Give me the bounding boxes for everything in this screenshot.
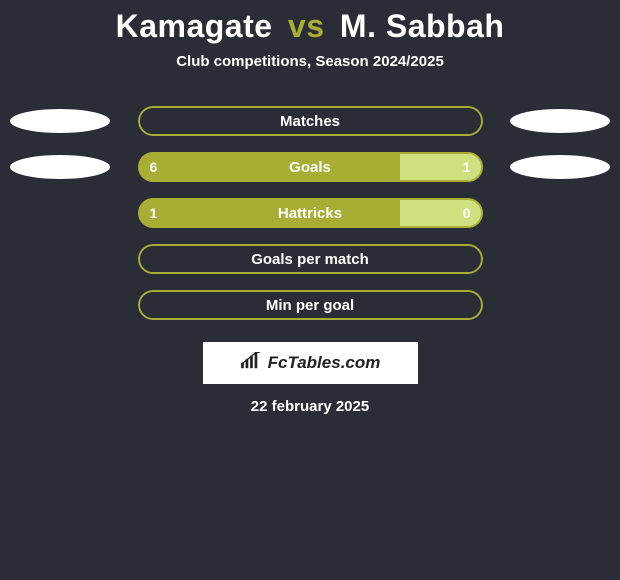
- stat-row: Min per goal: [0, 282, 620, 328]
- bar-left-fill: [138, 152, 400, 182]
- stat-label: Matches: [138, 113, 483, 130]
- bar-border: [138, 244, 483, 274]
- stat-bar: Min per goal: [138, 290, 483, 320]
- stat-bar: Matches: [138, 106, 483, 136]
- logo-box: FcTables.com: [203, 342, 418, 384]
- logo-text: FcTables.com: [268, 353, 381, 373]
- stat-row: Hattricks10: [0, 190, 620, 236]
- stat-bar: Goals61: [138, 152, 483, 182]
- bar-left-fill: [138, 198, 400, 228]
- stat-bar: Hattricks10: [138, 198, 483, 228]
- subtitle: Club competitions, Season 2024/2025: [0, 53, 620, 70]
- player1-name: Kamagate: [116, 8, 273, 44]
- stat-bar: Goals per match: [138, 244, 483, 274]
- stat-rows: Matches Goals61 Hattricks10 Goals per match…: [0, 98, 620, 328]
- bar-border: [138, 106, 483, 136]
- stat-row: Goals61: [0, 144, 620, 190]
- stat-label: Goals per match: [138, 251, 483, 268]
- bar-right-fill: [400, 152, 483, 182]
- bar-right-fill: [400, 198, 483, 228]
- player2-name: M. Sabbah: [340, 8, 505, 44]
- bar-border: [138, 290, 483, 320]
- player2-ellipse: [510, 155, 610, 179]
- player2-ellipse: [510, 109, 610, 133]
- vs-text: vs: [288, 8, 325, 44]
- logo-chart-icon: [240, 352, 262, 375]
- stat-row: Goals per match: [0, 236, 620, 282]
- player1-ellipse: [10, 109, 110, 133]
- stat-row: Matches: [0, 98, 620, 144]
- comparison-title: Kamagate vs M. Sabbah: [0, 8, 620, 45]
- date-text: 22 february 2025: [0, 398, 620, 415]
- stat-label: Min per goal: [138, 297, 483, 314]
- player1-ellipse: [10, 155, 110, 179]
